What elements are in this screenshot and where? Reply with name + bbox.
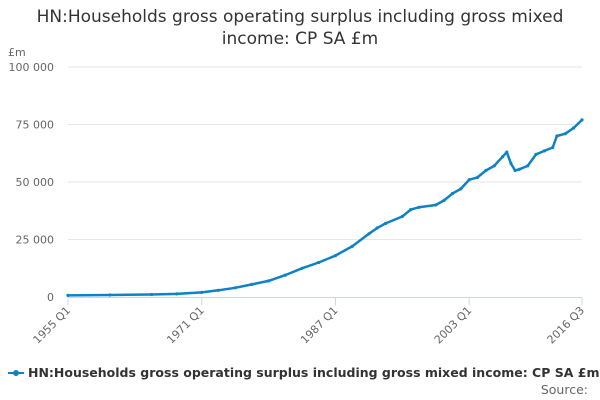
data-point (459, 187, 463, 191)
data-point (375, 226, 379, 230)
data-point (501, 155, 505, 159)
data-point (492, 164, 496, 168)
data-point (283, 273, 287, 277)
data-point (442, 198, 446, 202)
data-point (417, 205, 421, 209)
data-point (526, 164, 530, 168)
x-tick-label: 1987 Q1 (298, 304, 341, 347)
y-tick-label: 75 000 (16, 119, 55, 132)
x-tick-label: 1955 Q1 (31, 304, 74, 347)
y-tick-label: 100 000 (9, 61, 55, 74)
data-point (509, 162, 513, 166)
source-label: Source: (540, 382, 588, 397)
data-point (384, 221, 388, 225)
legend-label: HN:Households gross operating surplus in… (28, 365, 600, 380)
data-point (200, 290, 204, 294)
data-point (450, 191, 455, 196)
y-tick-label: 0 (47, 291, 54, 304)
data-point (175, 292, 179, 296)
y-tick-label: 50 000 (16, 176, 55, 189)
data-point (367, 232, 371, 236)
data-point (467, 178, 471, 182)
data-point (580, 118, 584, 122)
data-point (216, 288, 220, 292)
data-point (150, 292, 154, 297)
data-point (250, 282, 254, 286)
x-tick-label: 1971 Q1 (164, 304, 207, 347)
data-point (409, 208, 413, 212)
data-point (317, 260, 321, 265)
y-tick-label: 25 000 (16, 234, 55, 247)
data-point (551, 145, 555, 150)
data-point (66, 293, 70, 297)
legend[interactable]: HN:Households gross operating surplus in… (8, 365, 600, 380)
data-point (350, 244, 354, 248)
data-point (534, 152, 538, 156)
data-point (572, 126, 576, 130)
data-point (542, 149, 547, 153)
chart-title: HN:Households gross operating surplus in… (36, 7, 564, 49)
x-tick-label: 2016 Q3 (545, 304, 588, 347)
data-point (400, 214, 404, 219)
data-point (517, 167, 521, 171)
data-point (555, 134, 559, 138)
data-point (333, 254, 337, 258)
data-point (434, 203, 438, 207)
data-point (300, 266, 304, 270)
data-point (563, 132, 567, 136)
data-point (267, 279, 271, 283)
data-point (233, 286, 237, 290)
data-point (484, 168, 488, 173)
legend-line-marker-icon (8, 368, 24, 378)
x-tick-label: 2003 Q1 (432, 304, 475, 347)
data-point (513, 168, 517, 173)
y-axis-unit-label: £m (8, 46, 26, 59)
data-point (108, 293, 112, 297)
data-point (505, 150, 509, 154)
data-point (475, 175, 480, 179)
series-line (66, 118, 584, 297)
